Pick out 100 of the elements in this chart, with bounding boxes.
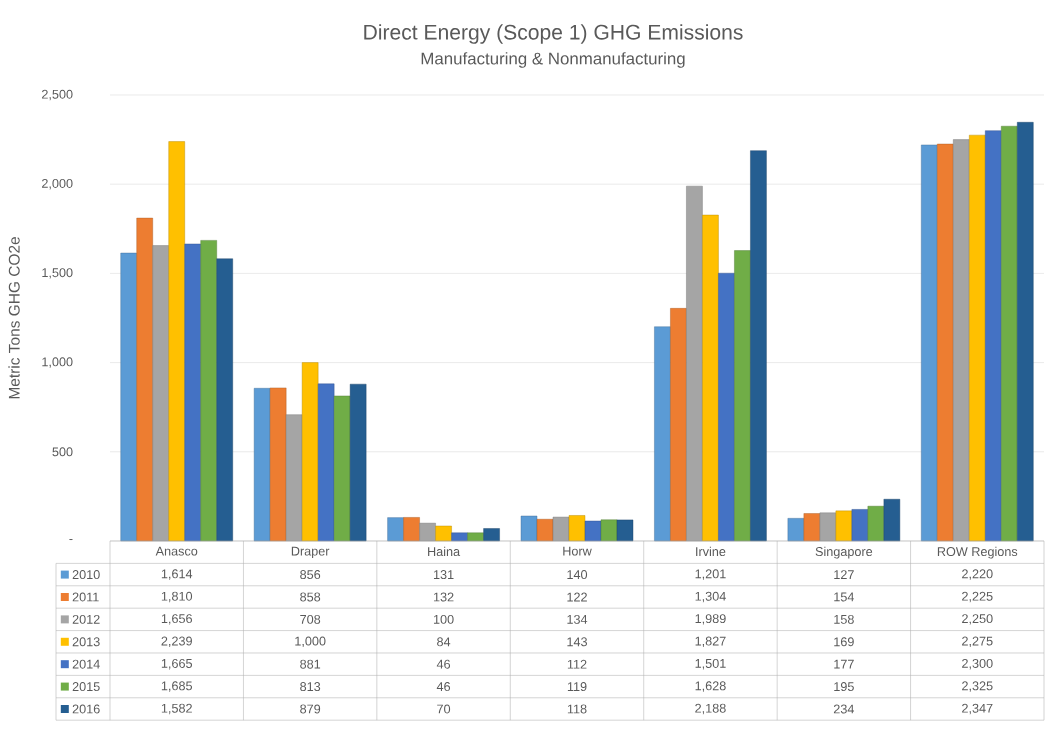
x-tick-label: Singapore — [815, 546, 873, 559]
data-label: 881 — [300, 659, 321, 669]
legend-label: 2015 — [72, 682, 100, 692]
y-axis-title: Metric Tons GHG CO2e — [8, 237, 20, 399]
bar — [536, 519, 554, 542]
bar — [851, 509, 869, 542]
bar — [120, 252, 137, 542]
bar — [467, 532, 484, 542]
bar — [750, 150, 767, 542]
bar — [702, 214, 719, 542]
data-label: 134 — [567, 614, 588, 624]
bar — [387, 517, 404, 542]
bar — [985, 130, 1002, 542]
bar — [867, 505, 885, 542]
bar — [136, 217, 153, 542]
data-label: 2,220 — [962, 569, 993, 580]
data-label: 856 — [300, 570, 321, 580]
data-label: 132 — [433, 592, 454, 602]
data-label: 2,347 — [962, 703, 993, 715]
bar — [686, 185, 703, 542]
data-label: 858 — [300, 592, 321, 602]
data-label: 46 — [436, 659, 451, 669]
data-label: 1,304 — [695, 591, 726, 603]
bar — [1001, 126, 1018, 542]
data-label: 1,501 — [695, 658, 726, 670]
data-label: 1,628 — [695, 681, 726, 692]
data-label: 2,239 — [161, 636, 192, 647]
data-label: 2,188 — [695, 703, 726, 715]
data-label: 195 — [834, 682, 854, 692]
bar — [670, 308, 687, 542]
data-label: 2,250 — [962, 614, 993, 625]
bar — [333, 395, 351, 542]
bar — [803, 513, 821, 542]
data-label: 1,201 — [695, 569, 726, 580]
bar — [168, 141, 185, 542]
data-label: 177 — [834, 659, 854, 669]
data-label: 1,582 — [161, 703, 192, 715]
data-label: 2,325 — [962, 681, 993, 692]
y-tick-label: 2,500 — [42, 89, 73, 101]
data-label: 154 — [834, 592, 855, 602]
y-tick-label: - — [69, 539, 73, 541]
bar — [435, 525, 452, 542]
data-label: 158 — [834, 614, 854, 624]
data-label: 2,275 — [962, 636, 993, 647]
legend-label: 2014 — [72, 659, 100, 669]
data-label: 1,989 — [695, 614, 726, 625]
x-tick-label: Haina — [428, 546, 461, 557]
data-label: 234 — [833, 704, 855, 714]
bar — [1017, 122, 1034, 542]
bar — [520, 515, 538, 542]
bar — [654, 326, 671, 542]
bar — [216, 258, 233, 542]
data-label: 2,225 — [962, 591, 993, 603]
data-label: 1,656 — [161, 614, 192, 625]
bar — [718, 273, 735, 542]
bar — [734, 250, 751, 542]
legend-label: 2016 — [72, 704, 100, 714]
data-label: 2,300 — [962, 658, 993, 670]
data-label: 122 — [567, 592, 587, 602]
bar — [937, 143, 954, 542]
chart-title: Direct Energy (Scope 1) GHG Emissions — [364, 24, 743, 44]
x-tick-label: Horw — [563, 546, 592, 556]
data-label: 100 — [433, 614, 454, 624]
legend-label: 2010 — [72, 570, 100, 580]
data-label: 143 — [567, 637, 588, 647]
data-label: 169 — [834, 637, 854, 647]
data-label: 813 — [300, 682, 321, 692]
bar — [552, 516, 570, 542]
data-label: 70 — [437, 704, 451, 714]
data-label: 1,665 — [161, 658, 193, 670]
y-tick-label: 1,500 — [42, 268, 73, 279]
x-tick-label: ROW Regions — [937, 546, 1018, 559]
bar — [285, 414, 303, 542]
bar — [835, 510, 853, 542]
bar — [349, 383, 367, 542]
bar — [584, 520, 602, 542]
legend-label: 2011 — [72, 592, 99, 602]
bar — [616, 519, 634, 542]
bar — [200, 240, 217, 542]
legend-label: 2013 — [72, 637, 100, 647]
y-tick-label: 500 — [52, 447, 73, 457]
data-label: 1,827 — [695, 636, 726, 647]
bar — [600, 519, 618, 542]
bar — [883, 499, 901, 542]
data-label: 879 — [300, 704, 321, 714]
bar — [787, 518, 805, 542]
data-label: 131 — [433, 570, 454, 580]
data-label: 46 — [436, 682, 451, 692]
data-label: 1,685 — [161, 681, 193, 692]
bar — [953, 139, 970, 542]
x-tick-label: Irvine — [696, 546, 726, 557]
data-label: 112 — [567, 659, 587, 669]
y-tick-label: 2,000 — [42, 178, 73, 190]
bar — [317, 383, 335, 542]
data-label: 119 — [567, 682, 587, 692]
bar — [451, 532, 468, 542]
bar — [419, 522, 436, 542]
bar — [269, 387, 287, 542]
bar — [819, 512, 837, 542]
data-label: 127 — [834, 570, 854, 579]
